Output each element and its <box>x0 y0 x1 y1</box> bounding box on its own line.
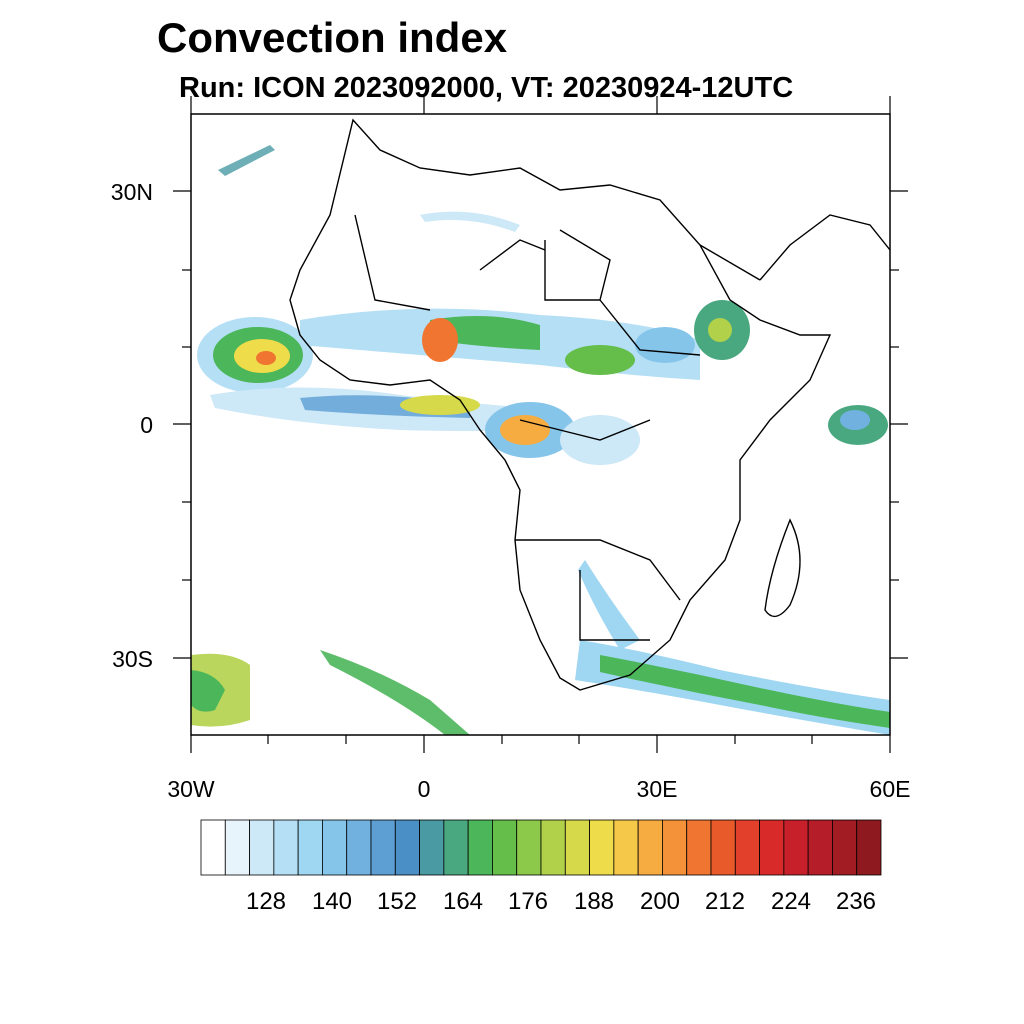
colorbar-swatch <box>856 819 882 876</box>
colorbar-label: 200 <box>639 888 681 915</box>
colorbar-swatch <box>832 819 858 876</box>
colorbar-swatch <box>467 819 493 876</box>
colorbar-swatch <box>200 819 226 876</box>
colorbar-swatch <box>492 819 518 876</box>
colorbar-swatch <box>249 819 275 876</box>
colorbar-swatch <box>322 819 348 876</box>
colorbar-swatch <box>540 819 566 876</box>
coastline <box>289 118 890 691</box>
colorbar-swatch <box>224 819 250 876</box>
colorbar-swatch <box>297 819 323 876</box>
colorbar-label: 152 <box>376 888 418 915</box>
map-frame <box>173 96 908 753</box>
colorbar-swatch <box>710 819 736 876</box>
lon-label-30w: 30W <box>167 776 215 802</box>
colorbar-swatch <box>662 819 688 876</box>
colorbar-swatch <box>613 819 639 876</box>
lat-label-30n: 30N <box>110 179 153 205</box>
lat-label-30s: 30S <box>112 646 153 672</box>
colorbar-swatch <box>807 819 833 876</box>
lon-label-0: 0 <box>417 776 431 802</box>
colorbar-label: 128 <box>245 888 287 915</box>
colorbar-swatch <box>564 819 590 876</box>
colorbar-label: 236 <box>835 888 877 915</box>
colorbar-swatch <box>589 819 615 876</box>
chart-title: Convection index <box>157 14 508 61</box>
colorbar-label: 140 <box>311 888 353 915</box>
colorbar-label: 188 <box>573 888 615 915</box>
colorbar-swatch <box>637 819 663 876</box>
colorbar-swatch <box>686 819 712 876</box>
colorbar-swatch <box>443 819 469 876</box>
colorbar-swatch <box>759 819 785 876</box>
lon-label-30e: 30E <box>636 776 678 802</box>
chart-subtitle: Run: ICON 2023092000, VT: 20230924-12UTC <box>179 72 794 104</box>
convection-field <box>191 145 890 735</box>
colorbar-swatch <box>346 819 372 876</box>
colorbar-label: 224 <box>770 888 812 915</box>
colorbar-label: 212 <box>704 888 746 915</box>
colorbar-swatch <box>394 819 420 876</box>
colorbar-swatch <box>273 819 299 876</box>
colorbar-swatch <box>783 819 809 876</box>
colorbar-label: 176 <box>507 888 549 915</box>
lon-label-60e: 60E <box>869 776 911 802</box>
lat-label-0: 0 <box>140 412 153 438</box>
colorbar-swatch <box>370 819 396 876</box>
colorbar-swatch <box>419 819 445 876</box>
colorbar-swatch <box>734 819 760 876</box>
colorbar-label: 164 <box>442 888 484 915</box>
colorbar <box>200 819 882 876</box>
colorbar-swatch <box>516 819 542 876</box>
